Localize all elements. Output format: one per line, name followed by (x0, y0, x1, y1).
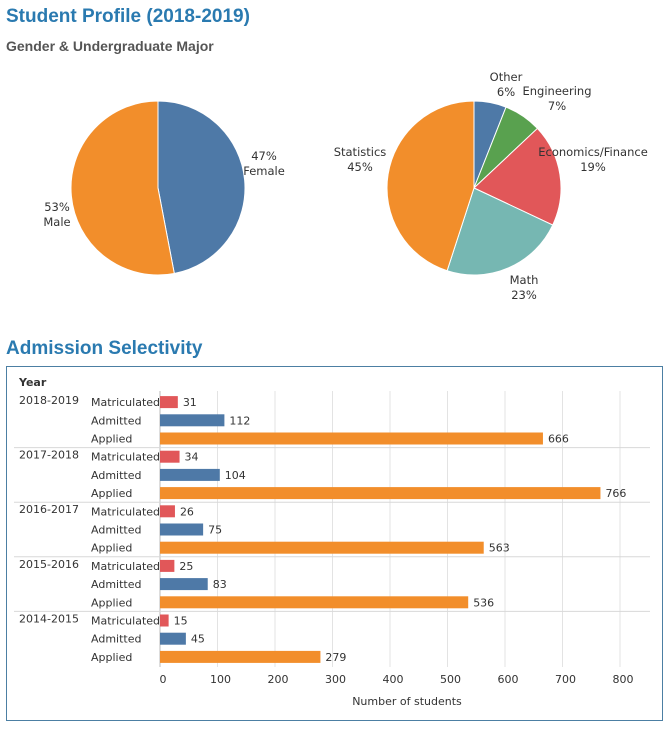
year-label: 2016-2017 (19, 503, 79, 516)
bar-matriculated (160, 396, 178, 409)
bar-value-label: 83 (213, 578, 227, 591)
page-title: Student Profile (2018-2019) (6, 6, 250, 27)
bar-value-label: 766 (605, 487, 626, 500)
pie-label-engineering: Engineering (523, 84, 592, 98)
row-label-matriculated: Matriculated (91, 396, 160, 409)
bar-applied (160, 487, 601, 500)
year-label: 2014-2015 (19, 612, 79, 625)
row-label-applied: Applied (91, 651, 132, 664)
x-tick-label: 500 (440, 673, 461, 686)
x-tick-label: 0 (160, 673, 167, 686)
x-tick-label: 200 (268, 673, 289, 686)
bar-value-label: 31 (183, 396, 197, 409)
pie-label-other: Other (490, 70, 523, 84)
bar-applied (160, 432, 543, 445)
admission-chart-frame (6, 366, 663, 721)
year-label: 2017-2018 (19, 449, 79, 462)
bar-matriculated (160, 559, 175, 572)
year-group-2015-2016: 2015-2016 Matriculated 25 Admitted 83 Applied… (19, 558, 494, 610)
bar-value-label: 279 (325, 651, 346, 664)
bar-value-label: 112 (229, 414, 250, 427)
pie-pct-statistics: 45% (347, 160, 373, 174)
bar-value-label: 45 (191, 633, 205, 646)
pie-slice-math (446, 187, 554, 276)
pie-slice-statistics (386, 100, 475, 272)
bar-value-label: 25 (179, 560, 193, 573)
pie-label-female: Female (243, 164, 285, 178)
pie-label-statistics: Statistics (334, 145, 387, 159)
page-subtitle: Gender & Undergraduate Major (6, 38, 214, 54)
pie-pct-math: 23% (511, 288, 537, 302)
pie-pct-female: 47% (251, 149, 277, 163)
row-label-admitted: Admitted (91, 469, 141, 482)
row-label-matriculated: Matriculated (91, 615, 160, 628)
row-label-applied: Applied (91, 487, 132, 500)
bar-matriculated (160, 505, 175, 518)
row-label-applied: Applied (91, 542, 132, 555)
pie-chart-1: 47%Female 53%Male (43, 100, 285, 276)
year-group-2018-2019: 2018-2019 Matriculated 31 Admitted 112 Applie… (19, 394, 569, 446)
bar-matriculated (160, 450, 180, 463)
bar-value-label: 104 (225, 469, 246, 482)
row-label-admitted: Admitted (91, 524, 141, 537)
x-tick-label: 800 (613, 673, 634, 686)
bar-applied (160, 541, 484, 554)
x-tick-label: 300 (325, 673, 346, 686)
x-tick-label: 100 (210, 673, 231, 686)
x-axis-label: Number of students (352, 695, 462, 708)
pie-slice-male (70, 100, 175, 276)
bar-admitted (160, 523, 204, 536)
row-header: Year (18, 376, 47, 389)
bar-admitted (160, 632, 186, 645)
x-tick-label: 400 (383, 673, 404, 686)
bar-admitted (160, 414, 225, 427)
x-tick-label: 700 (555, 673, 576, 686)
pie-slice-female (157, 100, 246, 275)
bar-admitted (160, 578, 208, 591)
bar-matriculated (160, 614, 169, 627)
year-label: 2015-2016 (19, 558, 79, 571)
pie-pct-engineering: 7% (548, 99, 566, 113)
bar-value-label: 15 (174, 615, 188, 628)
bar-admitted (160, 468, 220, 481)
year-group-2017-2018: 2017-2018 Matriculated 34 Admitted 104 Applie… (19, 449, 626, 501)
pie-label-economics-finance: Economics/Finance (538, 145, 648, 159)
pie-pct-other: 6% (497, 85, 515, 99)
pie-label-male: Male (43, 215, 70, 229)
row-label-matriculated: Matriculated (91, 451, 160, 464)
bar-value-label: 536 (473, 596, 494, 609)
row-label-admitted: Admitted (91, 633, 141, 646)
row-label-matriculated: Matriculated (91, 505, 160, 518)
bar-value-label: 75 (208, 524, 222, 537)
x-axis-ticks: 0 100 200 300 400 500 600 700 800 (160, 673, 634, 686)
year-group-2014-2015: 2014-2015 Matriculated 15 Admitted 45 Applied… (19, 612, 346, 664)
pie-pct-economics-finance: 19% (580, 160, 606, 174)
row-label-applied: Applied (91, 596, 132, 609)
pie-pct-male: 53% (44, 200, 70, 214)
x-tick-label: 600 (498, 673, 519, 686)
pie-slice-economics-finance (473, 127, 562, 226)
bar-value-label: 34 (185, 451, 199, 464)
bar-applied (160, 650, 321, 663)
row-label-admitted: Admitted (91, 414, 141, 427)
year-group-2016-2017: 2016-2017 Matriculated 26 Admitted 75 Applied… (19, 503, 510, 555)
bar-value-label: 26 (180, 505, 194, 518)
year-label: 2018-2019 (19, 394, 79, 407)
pie-label-math: Math (510, 273, 539, 287)
row-label-matriculated: Matriculated (91, 560, 160, 573)
bar-applied (160, 596, 469, 609)
row-label-admitted: Admitted (91, 578, 141, 591)
bar-value-label: 666 (548, 433, 569, 446)
row-label-applied: Applied (91, 433, 132, 446)
admission-title: Admission Selectivity (6, 338, 203, 359)
bar-value-label: 563 (489, 542, 510, 555)
